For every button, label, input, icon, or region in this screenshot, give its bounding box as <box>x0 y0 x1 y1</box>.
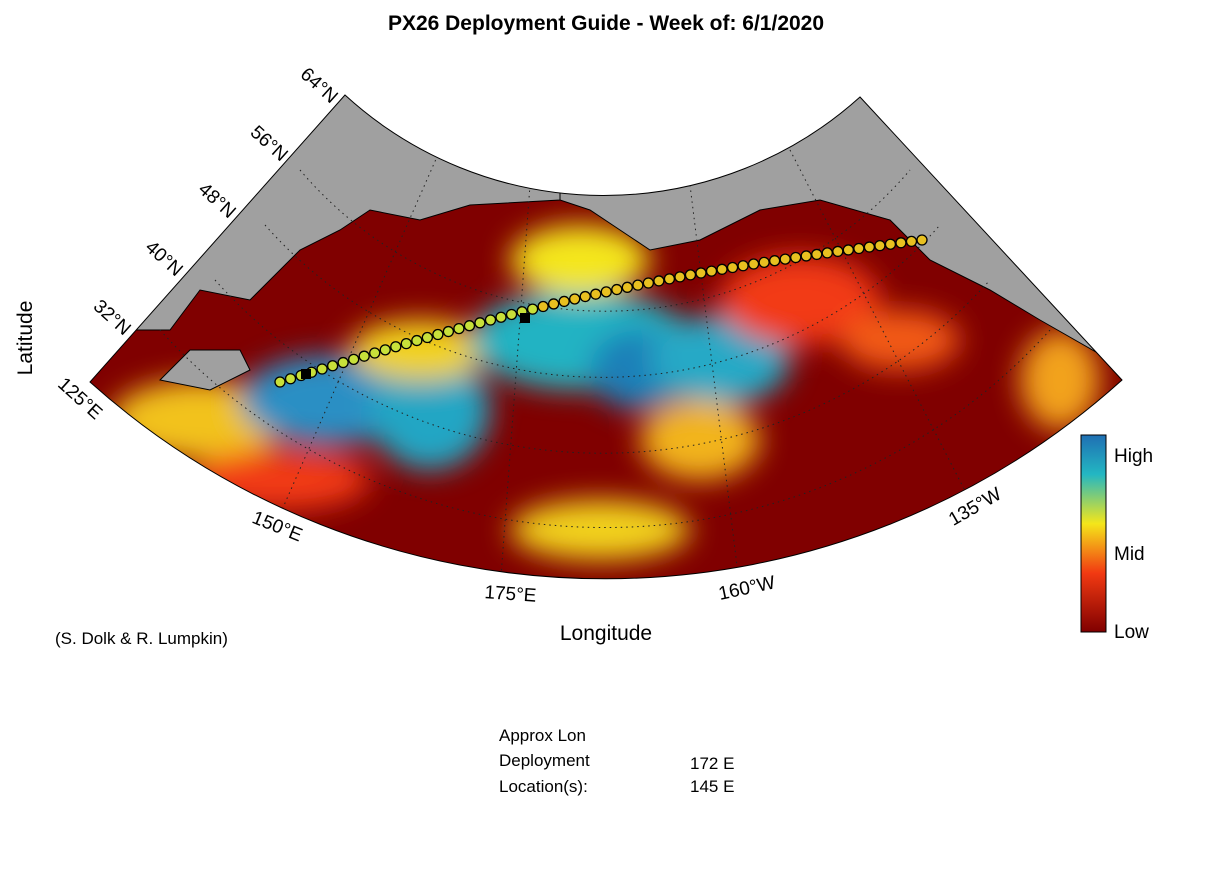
track-station <box>348 353 360 366</box>
track-station <box>811 248 823 261</box>
track-station <box>579 290 591 303</box>
track-station <box>590 288 602 300</box>
track-station <box>800 250 812 262</box>
track-station <box>779 253 791 265</box>
track-station <box>537 300 549 313</box>
track-station <box>853 242 865 255</box>
track-station <box>895 237 907 249</box>
track-station <box>621 281 633 293</box>
row-label: Location(s): <box>499 777 588 796</box>
track-station <box>884 238 897 250</box>
track-station <box>705 265 718 277</box>
track-station <box>432 328 444 341</box>
credit: (S. Dolk & R. Lumpkin) <box>55 629 228 648</box>
map-frame <box>89 94 1123 580</box>
latitude-label: 48°N <box>194 179 240 223</box>
track-station <box>874 239 886 252</box>
track-station <box>642 277 655 289</box>
track-station <box>863 241 876 253</box>
colorbar <box>1080 434 1107 633</box>
ship-track <box>274 234 928 388</box>
x-axis-label: Longitude <box>560 622 652 645</box>
latitude-label: 32°N <box>89 296 135 340</box>
location: 145 E <box>690 777 734 796</box>
track-station <box>832 245 844 258</box>
y-axis-label: Latitude <box>14 301 37 376</box>
track-station <box>453 322 465 335</box>
track-station <box>747 258 760 270</box>
track-station <box>505 308 518 321</box>
location: 172 E <box>690 754 734 773</box>
track-station <box>411 334 423 347</box>
track-station <box>526 303 539 315</box>
track-station <box>547 298 560 310</box>
track-station <box>390 341 402 353</box>
track-station <box>684 269 697 281</box>
row-label: Deployment <box>499 751 590 770</box>
track-station <box>379 344 391 356</box>
track-station <box>769 255 781 267</box>
track-station <box>905 235 918 248</box>
colorbar-label: Low <box>1114 622 1149 643</box>
track-station <box>916 234 928 246</box>
track-station <box>758 256 770 269</box>
track-station <box>463 320 476 332</box>
track-station <box>600 286 612 298</box>
track-station <box>495 311 507 323</box>
track-station <box>611 283 623 296</box>
track-station <box>284 373 297 385</box>
table-header: Approx Lon <box>499 726 586 745</box>
track-station <box>369 347 381 359</box>
track-station <box>474 317 486 329</box>
colorbar-label: High <box>1114 446 1153 467</box>
deployment-site <box>520 313 530 323</box>
title: PX26 Deployment Guide - Week of: 6/1/202… <box>388 12 824 35</box>
latitude-label: 64°N <box>296 64 342 108</box>
colorbar-label: Mid <box>1114 544 1145 565</box>
track-station <box>842 244 854 256</box>
track-station <box>790 251 802 264</box>
track-station <box>400 337 412 350</box>
track-station <box>674 271 686 283</box>
track-station <box>337 356 349 369</box>
latitude-label: 56°N <box>246 122 292 166</box>
track-station <box>274 376 286 388</box>
track-station <box>695 267 707 279</box>
track-station <box>558 295 570 308</box>
deployment-site <box>301 369 311 379</box>
longitude-label: 175°E <box>484 582 537 607</box>
track-station <box>821 247 833 259</box>
track-station <box>663 273 676 285</box>
track-station <box>569 293 581 305</box>
track-station <box>726 261 739 274</box>
track-station <box>316 363 328 375</box>
graticule <box>159 149 1051 579</box>
track-station <box>737 260 749 272</box>
track-station <box>358 350 370 362</box>
track-station <box>484 314 497 326</box>
track-station <box>326 360 339 372</box>
longitude-label: 160°W <box>717 572 777 604</box>
track-station <box>653 275 665 287</box>
track-station <box>632 279 644 291</box>
track-station <box>716 263 728 275</box>
track-station <box>442 325 455 338</box>
track-station <box>421 331 433 344</box>
latitude-label: 40°N <box>141 237 187 281</box>
